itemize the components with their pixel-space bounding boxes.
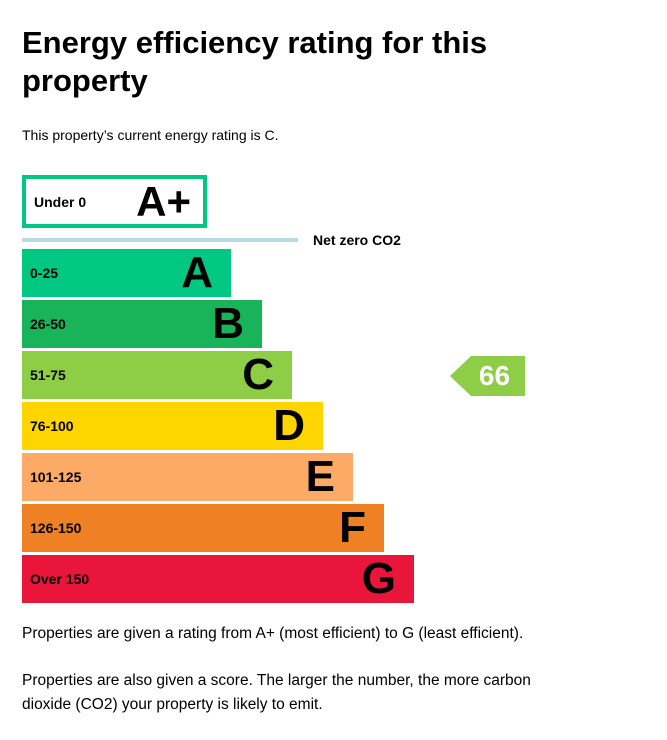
energy-rating-chart: Under 0 A+ Net zero CO2 0-25 A 26-50 B 5… <box>22 175 414 606</box>
page-title: Energy efficiency rating for this proper… <box>22 25 488 98</box>
band-a: 0-25 A <box>22 249 231 297</box>
band-range-label: Under 0 <box>34 193 87 210</box>
current-rating-marker: 66 <box>450 356 525 396</box>
band-letter: B <box>212 299 244 348</box>
band-range-label: Over 150 <box>30 571 90 587</box>
net-zero-line <box>22 238 298 242</box>
band-d: 76-100 D <box>22 402 323 450</box>
band-a-plus: Under 0 A+ <box>22 175 207 228</box>
current-rating-summary: This property’s current energy rating is… <box>22 127 279 143</box>
band-letter: E <box>305 452 335 501</box>
current-rating-score: 66 <box>478 360 511 391</box>
band-letter: A <box>181 248 213 297</box>
band-c: 51-75 C <box>22 351 292 399</box>
footer-para-2: Properties are also given a score. The l… <box>22 672 531 713</box>
band-range-label: 76-100 <box>30 418 74 434</box>
band-e: 101-125 E <box>22 453 353 501</box>
band-letter: F <box>339 503 366 552</box>
band-g: Over 150 G <box>22 555 414 603</box>
band-range-label: 51-75 <box>30 367 66 383</box>
band-letter: G <box>361 554 396 603</box>
band-range-label: 0-25 <box>30 265 59 281</box>
band-range-label: 26-50 <box>30 316 66 332</box>
band-range-label: 101-125 <box>30 469 82 485</box>
net-zero-row: Net zero CO2 <box>22 231 414 249</box>
band-letter: D <box>273 401 305 450</box>
band-range-label: 126-150 <box>30 520 82 536</box>
net-zero-label: Net zero CO2 <box>313 232 401 248</box>
band-letter: C <box>242 350 274 399</box>
band-b: 26-50 B <box>22 300 262 348</box>
footer-para-1: Properties are given a rating from A+ (m… <box>22 625 524 642</box>
band-letter: A+ <box>136 177 191 225</box>
band-f: 126-150 F <box>22 504 384 552</box>
